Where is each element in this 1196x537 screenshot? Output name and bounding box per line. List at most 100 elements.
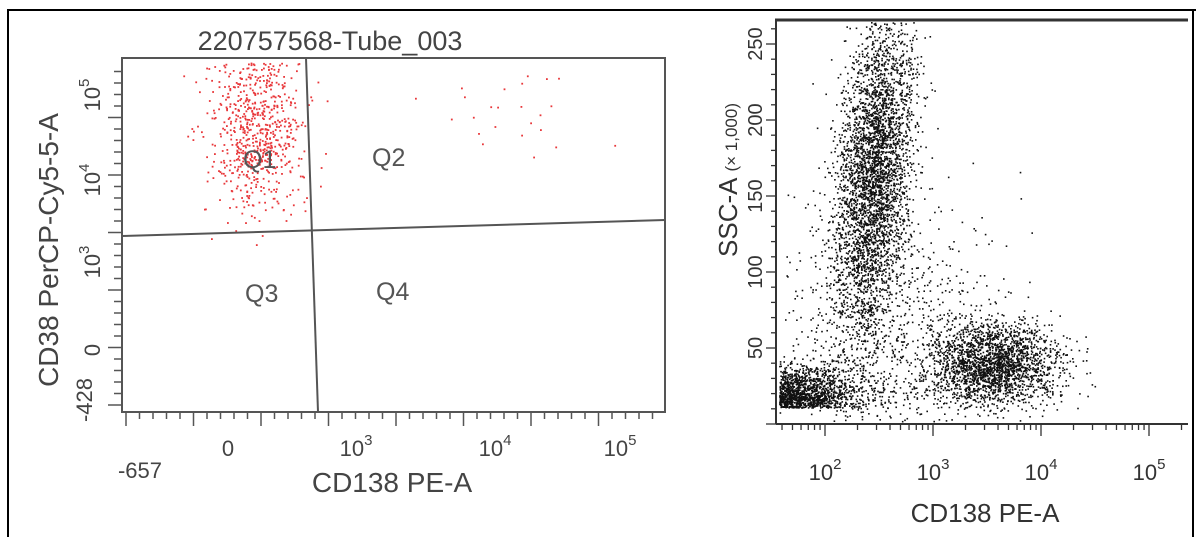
- data-point: [852, 199, 855, 201]
- data-point: [858, 222, 861, 224]
- data-point: [867, 243, 870, 246]
- data-point: [870, 203, 873, 205]
- data-point: [872, 43, 875, 45]
- data-point: [900, 285, 902, 287]
- data-point: [888, 145, 891, 148]
- data-point: [856, 276, 858, 278]
- data-point: [301, 121, 304, 124]
- data-point: [868, 157, 870, 160]
- data-point: [902, 265, 904, 268]
- data-point: [891, 102, 893, 104]
- data-point: [892, 351, 895, 353]
- data-point: [861, 277, 863, 279]
- data-point: [907, 210, 909, 212]
- data-point: [881, 207, 884, 209]
- data-point: [878, 198, 880, 201]
- data-point: [875, 194, 878, 196]
- data-point: [899, 188, 901, 191]
- data-point: [223, 128, 226, 131]
- data-point: [206, 180, 209, 183]
- data-point: [849, 395, 852, 398]
- data-point: [822, 392, 824, 395]
- data-point: [264, 63, 267, 66]
- data-point: [842, 388, 845, 390]
- data-point: [790, 375, 793, 377]
- data-point: [829, 402, 832, 405]
- data-point: [782, 399, 785, 402]
- data-point: [828, 399, 831, 401]
- data-point: [859, 171, 862, 173]
- data-point: [787, 374, 789, 376]
- data-point: [880, 251, 882, 254]
- data-point: [855, 196, 858, 199]
- data-point: [288, 136, 291, 138]
- data-point: [779, 361, 782, 363]
- data-point: [862, 151, 864, 153]
- data-point: [868, 238, 870, 241]
- data-point: [835, 402, 837, 404]
- data-point: [866, 236, 868, 239]
- data-point: [899, 131, 901, 134]
- data-point: [206, 156, 208, 159]
- data-point: [834, 215, 836, 218]
- data-point: [841, 313, 844, 316]
- data-point: [869, 156, 871, 158]
- data-point: [266, 105, 268, 108]
- data-point: [846, 325, 848, 328]
- data-point: [877, 121, 880, 124]
- data-point: [212, 177, 215, 179]
- data-point: [854, 245, 857, 247]
- data-point: [810, 404, 813, 407]
- data-point: [791, 399, 793, 401]
- data-point: [856, 148, 858, 151]
- data-point: [886, 89, 888, 92]
- data-point: [878, 114, 881, 117]
- data-point: [808, 404, 810, 406]
- data-point: [867, 379, 870, 382]
- data-point: [899, 83, 901, 85]
- data-point: [829, 384, 831, 387]
- data-point: [825, 93, 827, 96]
- data-point: [801, 378, 804, 380]
- data-point: [891, 175, 893, 177]
- data-point: [895, 146, 897, 149]
- data-point: [863, 185, 866, 187]
- data-point: [866, 66, 869, 69]
- data-point: [779, 365, 781, 368]
- data-point: [850, 337, 853, 340]
- data-point: [909, 62, 912, 64]
- data-point: [815, 405, 817, 407]
- data-point: [803, 406, 806, 409]
- data-point: [877, 78, 880, 81]
- data-point: [872, 41, 874, 43]
- data-point: [908, 86, 911, 89]
- data-point: [881, 211, 884, 214]
- data-point: [862, 310, 864, 312]
- data-point: [791, 383, 794, 386]
- data-point: [902, 122, 905, 124]
- data-point: [906, 195, 908, 198]
- data-point: [884, 125, 886, 128]
- data-point: [902, 83, 905, 85]
- data-point: [871, 306, 873, 309]
- data-point: [832, 381, 834, 383]
- data-point: [783, 375, 785, 377]
- data-point: [893, 133, 896, 136]
- data-point: [255, 178, 258, 181]
- data-point: [276, 166, 278, 168]
- data-point: [829, 387, 832, 389]
- data-point: [847, 92, 849, 94]
- data-point: [827, 406, 829, 408]
- data-point: [805, 405, 808, 407]
- data-point: [273, 73, 276, 76]
- data-point: [891, 204, 893, 207]
- data-point: [281, 107, 283, 109]
- data-point: [899, 123, 902, 126]
- data-point: [858, 230, 861, 232]
- data-point: [848, 97, 851, 99]
- data-point: [237, 86, 240, 88]
- data-point: [897, 128, 900, 131]
- data-point: [872, 144, 874, 147]
- data-point: [898, 249, 900, 252]
- data-point: [785, 388, 788, 390]
